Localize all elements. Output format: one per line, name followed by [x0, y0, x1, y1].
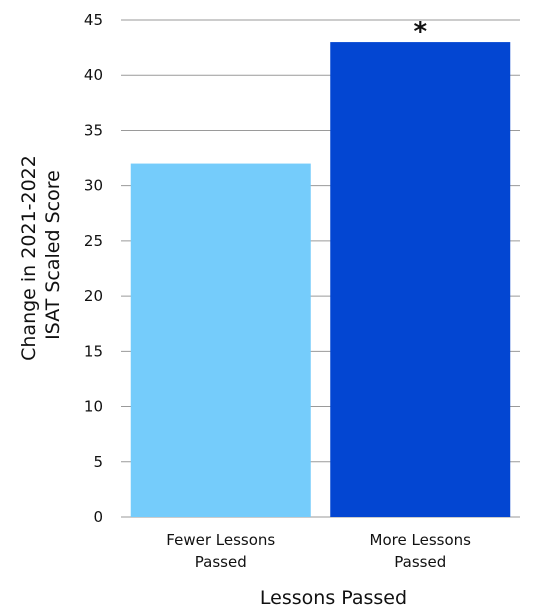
bar — [130, 163, 311, 518]
x-axis-title: Lessons Passed — [260, 587, 407, 609]
y-axis-tick-labels: 0 5 10 15 20 25 30 35 40 45 — [84, 11, 103, 526]
y-tick-label: 15 — [84, 342, 103, 360]
y-tick-label: 40 — [84, 66, 103, 84]
x-tick-label: More Lessons Passed — [370, 531, 472, 571]
y-tick-label: 0 — [93, 508, 103, 526]
y-tick-label: 5 — [93, 453, 103, 471]
y-tick-label: 25 — [84, 232, 103, 250]
y-tick-label: 45 — [84, 11, 103, 29]
bars — [130, 42, 511, 518]
x-tick-label: Fewer Lessons Passed — [166, 531, 275, 571]
y-tick-label: 10 — [84, 398, 103, 416]
y-tick-label: 35 — [84, 121, 103, 139]
x-axis-category-labels: Fewer Lessons Passed More Lessons Passed — [166, 531, 471, 571]
significance-marker: * — [413, 17, 427, 47]
y-tick-label: 20 — [84, 287, 103, 305]
y-axis-title-line-2: ISAT Scaled Score — [42, 170, 64, 340]
y-tick-label: 30 — [84, 177, 103, 195]
bar-annotations: * — [413, 17, 427, 47]
bar — [330, 42, 511, 517]
y-axis-title-line-1: Change in 2021-2022 — [18, 155, 40, 361]
y-axis-title: Change in 2021-2022 ISAT Scaled Score — [18, 149, 64, 361]
